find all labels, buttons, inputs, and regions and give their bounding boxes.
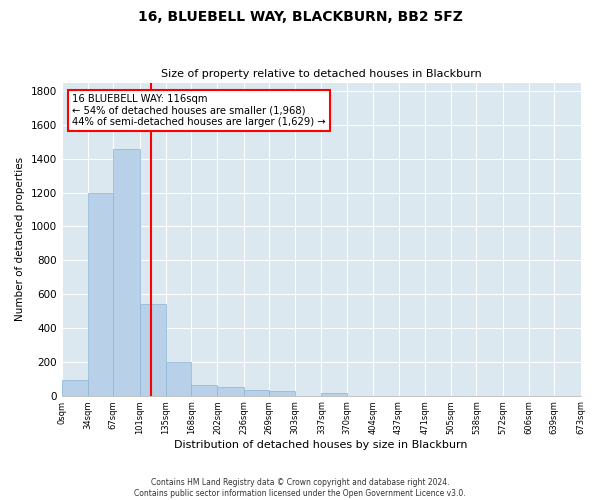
Bar [191, 384, 217, 396]
Text: Contains HM Land Registry data © Crown copyright and database right 2024.
Contai: Contains HM Land Registry data © Crown c… [134, 478, 466, 498]
Title: Size of property relative to detached houses in Blackburn: Size of property relative to detached ho… [161, 69, 481, 79]
Bar [322, 393, 347, 396]
Text: 16, BLUEBELL WAY, BLACKBURN, BB2 5FZ: 16, BLUEBELL WAY, BLACKBURN, BB2 5FZ [137, 10, 463, 24]
Bar [113, 148, 140, 396]
Text: 16 BLUEBELL WAY: 116sqm
← 54% of detached houses are smaller (1,968)
44% of semi: 16 BLUEBELL WAY: 116sqm ← 54% of detache… [72, 94, 326, 126]
Bar [88, 192, 113, 396]
Bar [166, 362, 191, 396]
Bar [62, 380, 88, 396]
X-axis label: Distribution of detached houses by size in Blackburn: Distribution of detached houses by size … [175, 440, 468, 450]
Y-axis label: Number of detached properties: Number of detached properties [15, 157, 25, 321]
Bar [244, 390, 269, 396]
Bar [140, 304, 166, 396]
Bar [269, 392, 295, 396]
Bar [217, 387, 244, 396]
